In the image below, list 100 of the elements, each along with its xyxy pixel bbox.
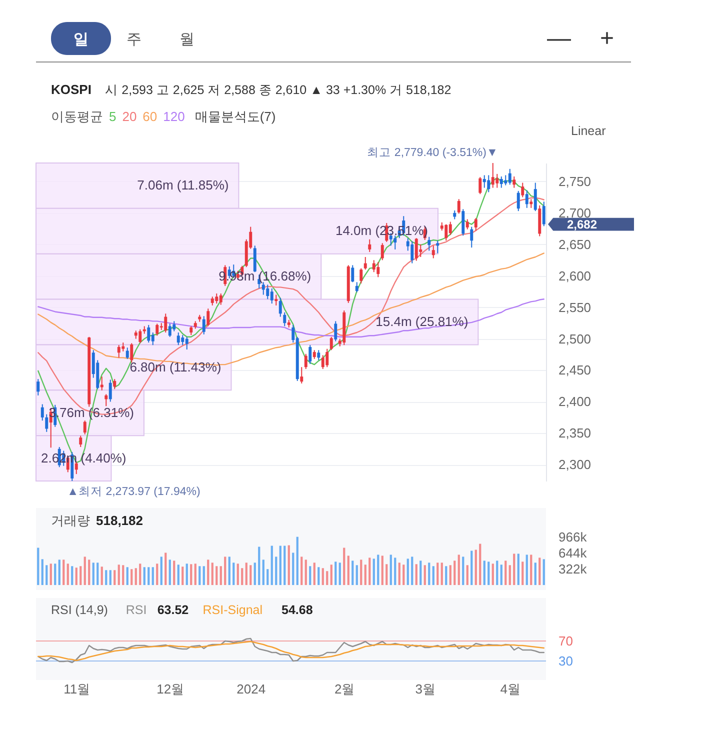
bar	[279, 546, 282, 586]
candlestick	[334, 320, 338, 342]
legend-title: 이동평균	[51, 109, 103, 124]
bar	[105, 570, 108, 586]
candlestick	[104, 394, 108, 407]
bar	[436, 562, 439, 586]
bar	[66, 564, 69, 586]
candlestick	[428, 236, 431, 252]
bar	[118, 564, 120, 586]
bar	[228, 556, 230, 586]
bar	[186, 564, 188, 586]
candlestick	[304, 353, 308, 370]
y-tick-label: 2,300	[558, 457, 592, 472]
text: 월	[180, 31, 194, 48]
candlestick	[206, 308, 210, 327]
candlestick	[270, 288, 274, 304]
bar	[420, 560, 422, 586]
y-tick-label: 2,350	[558, 426, 592, 441]
bar	[245, 562, 248, 586]
bar	[398, 562, 400, 586]
bar	[156, 564, 158, 586]
candlestick	[355, 282, 358, 293]
bar	[139, 564, 142, 586]
candlestick	[126, 347, 129, 360]
candlestick	[470, 226, 474, 248]
candlestick	[508, 168, 512, 186]
candlestick	[172, 320, 176, 332]
y-tick-label: 2,650	[558, 236, 592, 252]
bar	[372, 558, 375, 586]
candlestick	[521, 182, 524, 198]
candlestick	[321, 354, 324, 370]
y-tick-label: 644k	[558, 546, 588, 561]
bar	[177, 564, 180, 586]
candlestick	[108, 379, 112, 402]
text: 20	[122, 109, 137, 124]
chart-title: 거래량	[51, 513, 90, 528]
candlestick	[266, 284, 270, 300]
candlestick	[79, 435, 82, 448]
bar	[318, 567, 320, 586]
candlestick	[45, 414, 48, 432]
candlestick	[300, 366, 304, 384]
bar	[411, 556, 414, 586]
y-tick-label: 2,400	[558, 394, 592, 410]
candlestick	[360, 268, 363, 284]
bar	[168, 560, 171, 586]
bar	[254, 562, 256, 586]
bar	[130, 569, 133, 586]
bar	[352, 560, 354, 586]
bar	[46, 565, 48, 586]
bar	[449, 565, 452, 586]
bar	[160, 556, 162, 586]
bar	[207, 560, 210, 586]
chart-title: RSI (14,9)	[51, 603, 108, 617]
bar	[216, 566, 218, 586]
candlestick	[168, 323, 172, 338]
bar	[126, 567, 128, 586]
bar	[100, 566, 103, 586]
candlestick	[317, 350, 320, 361]
candlestick	[516, 190, 520, 212]
bar	[517, 554, 520, 586]
bar	[224, 556, 226, 586]
y-tick-label: 2,600	[558, 268, 592, 284]
bar	[304, 560, 307, 586]
candlestick	[278, 297, 282, 318]
chart-subtitle: 시 2,593 고 2,625 저 2,588 종 2,610 ▲ 33 +1.30% 거 518,182	[105, 83, 452, 97]
candlestick	[444, 224, 448, 242]
bar	[109, 570, 112, 586]
text: 5	[109, 109, 116, 124]
bar	[479, 544, 482, 586]
candlestick	[491, 162, 494, 188]
bar	[390, 554, 392, 586]
bar	[266, 569, 269, 586]
bar	[368, 558, 371, 586]
x-tick-label: 2024	[236, 682, 266, 696]
bar	[488, 562, 490, 586]
bar	[526, 554, 528, 586]
text: 60	[142, 109, 158, 124]
bar	[173, 560, 176, 586]
candlestick	[219, 292, 222, 306]
annotation: 63.52	[157, 603, 189, 617]
bar	[386, 564, 388, 586]
candlestick	[156, 323, 159, 336]
text: RSI	[126, 603, 147, 617]
bar	[424, 565, 426, 586]
bar	[296, 536, 298, 586]
bar	[309, 566, 312, 586]
candlestick	[534, 182, 537, 212]
y-tick-label: 966k	[558, 530, 588, 545]
bar	[338, 562, 341, 586]
candlestick	[36, 378, 40, 396]
bar	[92, 562, 94, 586]
bar	[542, 559, 545, 586]
candlestick	[466, 218, 469, 230]
bar	[71, 566, 74, 586]
bar	[284, 546, 286, 586]
bar	[462, 556, 464, 586]
bar	[343, 548, 346, 586]
candlestick	[364, 256, 367, 270]
candlestick	[176, 332, 180, 346]
bar	[356, 565, 358, 586]
